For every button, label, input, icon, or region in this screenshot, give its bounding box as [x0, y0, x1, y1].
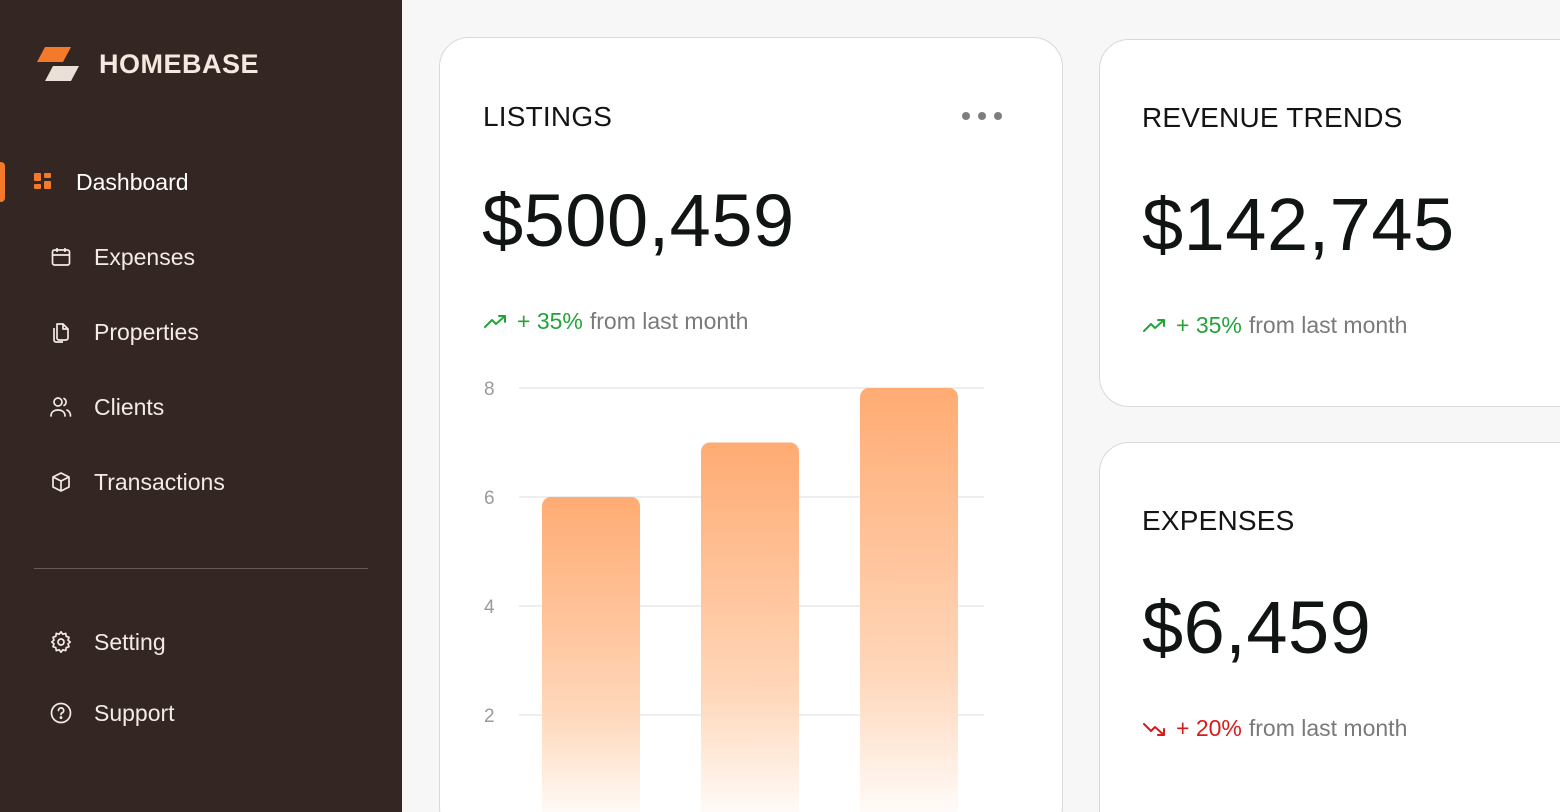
y-tick-label: 8 — [484, 379, 495, 400]
trend-percent: + 35% — [1176, 312, 1242, 338]
box-icon — [49, 470, 73, 494]
dot-icon — [962, 112, 970, 120]
dot-icon — [978, 112, 986, 120]
trend-line: + 20% from last month — [1142, 715, 1407, 742]
dot-icon — [994, 112, 1002, 120]
trend-text: from last month — [1248, 312, 1408, 338]
sidebar-item-properties[interactable]: Properties — [0, 310, 402, 354]
sidebar-item-setting[interactable]: Setting — [0, 620, 402, 664]
more-options-button[interactable] — [962, 106, 1002, 126]
sidebar-item-label: Expenses — [94, 243, 196, 270]
trend-line: + 35% from last month — [483, 308, 748, 335]
card-value: $500,459 — [482, 179, 795, 262]
chart-bar[interactable] — [860, 388, 958, 812]
help-circle-icon — [49, 701, 73, 725]
sidebar-item-clients[interactable]: Clients — [0, 385, 402, 429]
y-tick-label: 4 — [484, 597, 495, 618]
sidebar-item-label: Support — [94, 699, 175, 726]
calendar-icon — [49, 245, 73, 269]
sidebar-item-expenses[interactable]: Expenses — [0, 235, 402, 279]
trend-percent: + 35% — [517, 308, 583, 334]
trend-text: from last month — [1248, 715, 1408, 741]
sidebar-item-support[interactable]: Support — [0, 691, 402, 735]
sidebar-item-label: Dashboard — [76, 168, 189, 195]
trend-line: + 35% from last month — [1142, 312, 1407, 339]
sidebar-item-label: Properties — [94, 318, 199, 345]
y-tick-label: 2 — [484, 706, 495, 727]
card-value: $6,459 — [1142, 586, 1372, 669]
trend-up-icon — [484, 314, 506, 328]
card-title: LISTINGS — [483, 101, 613, 132]
sidebar: HOMEBASE Dashboard Expenses — [0, 0, 402, 812]
trend-percent: + 20% — [1176, 715, 1242, 741]
expenses-card: EXPENSES $6,459 + 20% from last month — [1099, 442, 1560, 812]
trend-down-icon — [1143, 722, 1165, 736]
sidebar-item-transactions[interactable]: Transactions — [0, 460, 402, 504]
brand[interactable]: HOMEBASE — [33, 44, 259, 84]
card-title: REVENUE TRENDS — [1142, 102, 1403, 133]
revenue-trends-card: REVENUE TRENDS $142,745 + 35% from last … — [1099, 39, 1560, 407]
chart-bar[interactable] — [701, 442, 799, 812]
active-indicator — [0, 162, 5, 202]
chart-bar[interactable] — [542, 497, 640, 812]
gear-icon — [49, 630, 73, 654]
sidebar-item-label: Transactions — [94, 468, 225, 495]
homebase-logo-icon — [37, 47, 79, 81]
sidebar-divider — [34, 568, 368, 569]
trend-text: from last month — [589, 308, 749, 334]
sidebar-item-dashboard[interactable]: Dashboard — [0, 160, 402, 204]
listings-card: LISTINGS $500,459 + 35% from last month … — [439, 37, 1063, 812]
listings-bar-chart: 8 6 4 2 — [484, 379, 984, 812]
card-title: EXPENSES — [1142, 505, 1295, 536]
sidebar-item-label: Clients — [94, 393, 165, 420]
sidebar-item-label: Setting — [94, 628, 166, 655]
trend-up-icon — [1143, 318, 1165, 332]
documents-icon — [49, 320, 73, 344]
users-icon — [49, 395, 73, 419]
y-tick-label: 6 — [484, 488, 495, 509]
grid-icon — [31, 170, 55, 194]
card-value: $142,745 — [1142, 183, 1455, 266]
brand-name: HOMEBASE — [99, 48, 260, 79]
